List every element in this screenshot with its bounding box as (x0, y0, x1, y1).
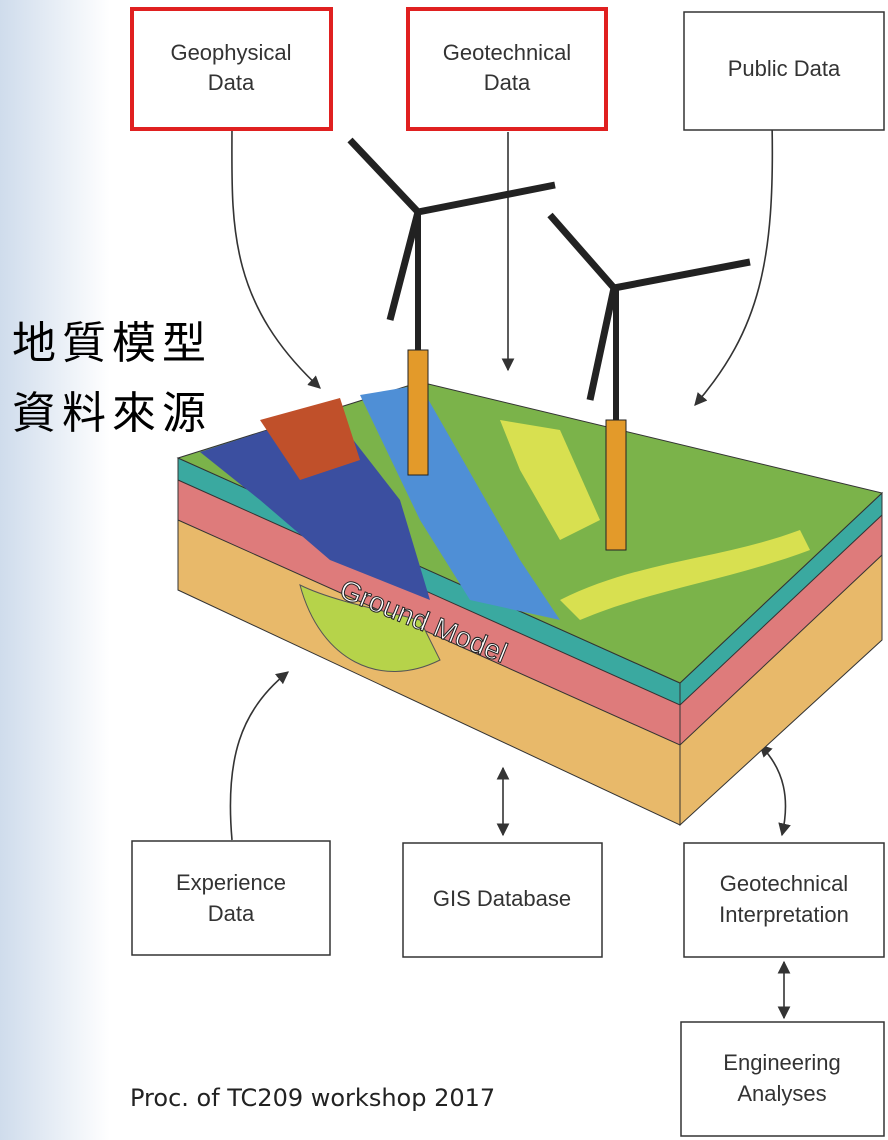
title-line: 資料來源 (12, 388, 212, 439)
box-label: GIS Database (433, 886, 571, 911)
side-band (0, 0, 110, 1140)
box-gis: GIS Database (403, 843, 602, 957)
box-label: Interpretation (719, 902, 849, 927)
box-label: Engineering (723, 1050, 840, 1075)
diagram: Ground Model Geophysical Data Geotechnic… (0, 0, 888, 1140)
box-public: Public Data (684, 12, 884, 130)
box-label: Geotechnical (443, 40, 571, 65)
box-label: Analyses (737, 1081, 826, 1106)
box-label: Data (208, 70, 255, 95)
box-engineering: Engineering Analyses (681, 1022, 884, 1136)
box-label: Data (208, 901, 255, 926)
box-geotechnical: Geotechnical Data (408, 9, 606, 129)
ground-model-block: Ground Model (178, 382, 882, 825)
box-experience: Experience Data (132, 841, 330, 955)
box-label: Geophysical (170, 40, 291, 65)
title-line: 地質模型 (12, 318, 212, 369)
box-interpretation: Geotechnical Interpretation (684, 843, 884, 957)
box-geophysical: Geophysical Data (132, 9, 331, 129)
box-label: Data (484, 70, 531, 95)
box-label: Public Data (728, 56, 841, 81)
box-label: Experience (176, 870, 286, 895)
box-label: Geotechnical (720, 871, 848, 896)
caption: Proc. of TC209 workshop 2017 (130, 1084, 495, 1112)
